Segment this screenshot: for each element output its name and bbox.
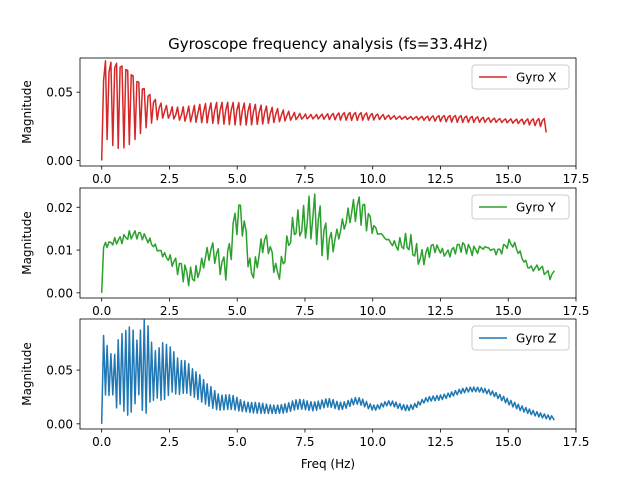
x-axis-label: Freq (Hz) bbox=[301, 457, 355, 471]
legend: Gyro Z bbox=[471, 325, 570, 351]
x-tick-label: 5.0 bbox=[228, 435, 247, 449]
legend-label: Gyro Y bbox=[516, 201, 556, 215]
x-tick-label: 12.5 bbox=[427, 172, 454, 186]
legend-label: Gyro X bbox=[516, 71, 556, 85]
x-tick-label: 7.5 bbox=[295, 435, 314, 449]
x-tick-label: 12.5 bbox=[427, 435, 454, 449]
y-tick-label: 0.05 bbox=[46, 364, 73, 378]
chart-title: Gyroscope frequency analysis (fs=33.4Hz) bbox=[168, 35, 488, 53]
y-axis-label: Magnitude bbox=[20, 80, 34, 144]
x-tick-label: 15.0 bbox=[495, 304, 522, 318]
x-tick-label: 2.5 bbox=[160, 304, 179, 318]
series-line bbox=[100, 319, 555, 424]
y-tick-label: 0.01 bbox=[46, 244, 73, 258]
x-tick-label: 7.5 bbox=[295, 172, 314, 186]
x-tick-label: 0.0 bbox=[92, 172, 111, 186]
legend-box bbox=[471, 64, 570, 90]
x-tick-label: 15.0 bbox=[495, 435, 522, 449]
axes-frame bbox=[79, 318, 577, 430]
x-tick-label: 0.0 bbox=[92, 435, 111, 449]
x-tick-label: 12.5 bbox=[427, 304, 454, 318]
y-tick-label: 0.00 bbox=[46, 417, 73, 431]
x-tick-label: 17.5 bbox=[563, 435, 590, 449]
subplot-1: 0.0 2.5 5.0 7.5 10.0 12.5 15.0 17.5 0.00 0.05 Magn… bbox=[20, 57, 590, 186]
x-tick-label: 2.5 bbox=[160, 172, 179, 186]
subplots: 0.0 2.5 5.0 7.5 10.0 12.5 15.0 17.5 0.00 0.05 Magn… bbox=[20, 57, 590, 449]
x-tick-label: 0.0 bbox=[92, 304, 111, 318]
subplot-2: 0.0 2.5 5.0 7.5 10.0 12.5 15.0 17.5 0.00 0.01 0.02… bbox=[20, 187, 590, 318]
x-tick-label: 15.0 bbox=[495, 172, 522, 186]
x-tick-label: 5.0 bbox=[228, 172, 247, 186]
y-tick-label: 0.05 bbox=[46, 86, 73, 100]
y-axis-label: Magnitude bbox=[20, 342, 34, 406]
x-tick-label: 10.0 bbox=[359, 172, 386, 186]
y-tick-label: 0.00 bbox=[46, 154, 73, 168]
x-tick-label: 17.5 bbox=[563, 304, 590, 318]
x-tick-label: 2.5 bbox=[160, 435, 179, 449]
x-tick-label: 17.5 bbox=[563, 172, 590, 186]
y-tick-label: 0.00 bbox=[46, 286, 73, 300]
x-tick-label: 5.0 bbox=[228, 304, 247, 318]
subplot-3: 0.0 2.5 5.0 7.5 10.0 12.5 15.0 17.5 0.00 0.05 Magn… bbox=[20, 318, 590, 449]
y-tick-label: 0.02 bbox=[46, 201, 73, 215]
legend: Gyro X bbox=[471, 64, 570, 90]
y-axis-label: Magnitude bbox=[20, 211, 34, 275]
legend-box bbox=[471, 325, 570, 351]
series-line bbox=[100, 193, 555, 293]
legend-label: Gyro Z bbox=[516, 332, 556, 346]
axes-frame bbox=[79, 57, 577, 167]
x-tick-label: 10.0 bbox=[359, 304, 386, 318]
legend: Gyro Y bbox=[471, 194, 570, 220]
series-line bbox=[100, 60, 547, 161]
legend-box bbox=[471, 194, 570, 220]
x-tick-label: 7.5 bbox=[295, 304, 314, 318]
x-tick-label: 10.0 bbox=[359, 435, 386, 449]
axes-frame bbox=[79, 187, 577, 299]
